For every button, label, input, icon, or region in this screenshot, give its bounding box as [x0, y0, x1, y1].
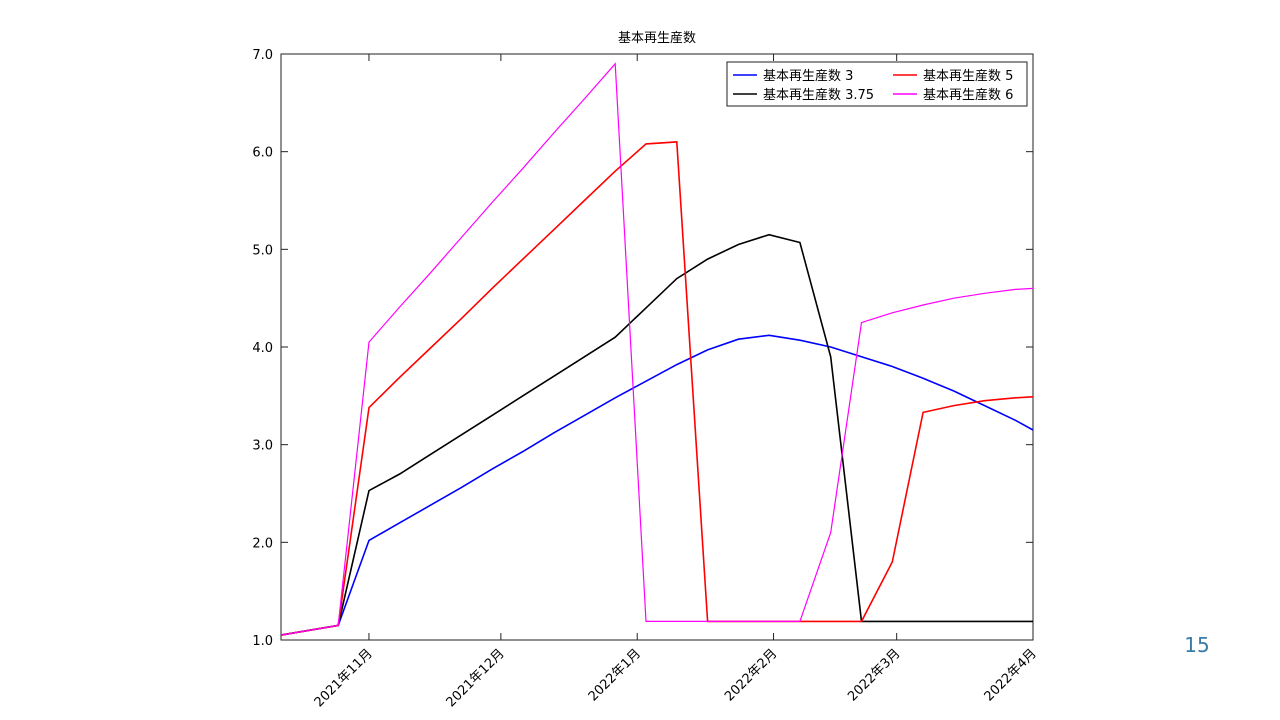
x-tick-label: 2022年2月 — [722, 646, 780, 704]
y-tick-label: 3.0 — [252, 439, 273, 454]
legend-label: 基本再生産数 3 — [763, 68, 853, 84]
legend-label: 基本再生産数 6 — [923, 87, 1013, 103]
series-line — [280, 62, 1034, 636]
x-tick-label: 2021年12月 — [444, 646, 508, 710]
y-tick-label: 7.0 — [252, 48, 273, 63]
plot-frame — [280, 53, 1034, 641]
legend-label: 基本再生産数 3.75 — [763, 87, 874, 103]
x-tick-label: 2021年11月 — [312, 646, 376, 710]
chart-title: 基本再生産数 — [618, 30, 696, 46]
series-line — [280, 334, 1034, 636]
legend-box — [726, 61, 1028, 107]
series-line — [280, 141, 1034, 636]
y-tick-label: 6.0 — [252, 146, 273, 161]
x-tick-label: 2022年4月 — [982, 646, 1040, 704]
y-tick-label: 4.0 — [252, 341, 273, 356]
y-tick-label: 5.0 — [252, 243, 273, 258]
legend-label: 基本再生産数 5 — [923, 68, 1013, 84]
series-line — [280, 233, 1033, 636]
x-tick-label: 2022年3月 — [845, 646, 903, 704]
page-number: 15 — [1184, 633, 1209, 657]
y-tick-label: 2.0 — [252, 536, 273, 551]
y-tick-label: 1.0 — [252, 634, 273, 649]
x-tick-label: 2022年1月 — [586, 646, 644, 704]
